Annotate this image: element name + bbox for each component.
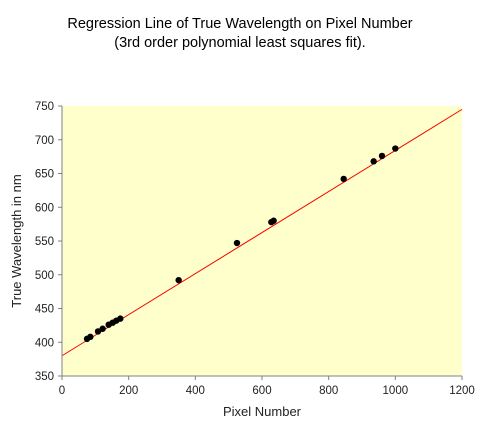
y-tick-label: 700 xyxy=(35,135,54,147)
x-axis-label: Pixel Number xyxy=(223,404,302,419)
y-tick-label: 350 xyxy=(35,371,54,383)
y-tick-label: 450 xyxy=(35,304,54,316)
y-tick-label: 500 xyxy=(35,270,54,282)
data-point xyxy=(340,175,347,183)
x-axis-ticks: 0 200 400 600 800 1000 1200 xyxy=(59,376,475,397)
x-tick-label: 0 xyxy=(59,385,65,397)
data-point xyxy=(87,333,94,341)
data-point xyxy=(99,325,106,332)
x-tick-label: 1000 xyxy=(383,385,409,397)
y-axis-label: True Wavelength in nm xyxy=(9,174,24,307)
data-point xyxy=(94,328,102,335)
y-tick-label: 550 xyxy=(35,236,54,248)
data-point xyxy=(270,217,277,224)
data-point xyxy=(233,239,241,247)
x-tick-label: 200 xyxy=(119,385,138,397)
data-point xyxy=(117,315,124,322)
y-tick-label: 600 xyxy=(35,202,54,214)
y-tick-label: 650 xyxy=(35,169,54,181)
chart-subtitle: (3rd order polynomial least squares fit)… xyxy=(114,35,365,51)
y-tick-label: 750 xyxy=(35,101,54,113)
y-tick-label: 400 xyxy=(35,337,54,349)
data-points-layer xyxy=(83,145,399,343)
x-tick-label: 600 xyxy=(252,385,271,397)
x-tick-label: 1200 xyxy=(449,385,475,397)
data-point xyxy=(370,158,377,165)
data-point xyxy=(378,152,386,160)
data-point xyxy=(392,145,399,152)
x-tick-label: 400 xyxy=(186,385,205,397)
chart-title: Regression Line of True Wavelength on Pi… xyxy=(67,16,412,32)
y-axis-ticks: 350 400 450 500 550 600 650 700 750 xyxy=(35,101,62,383)
x-tick-label: 800 xyxy=(319,385,338,397)
data-point xyxy=(175,276,182,284)
